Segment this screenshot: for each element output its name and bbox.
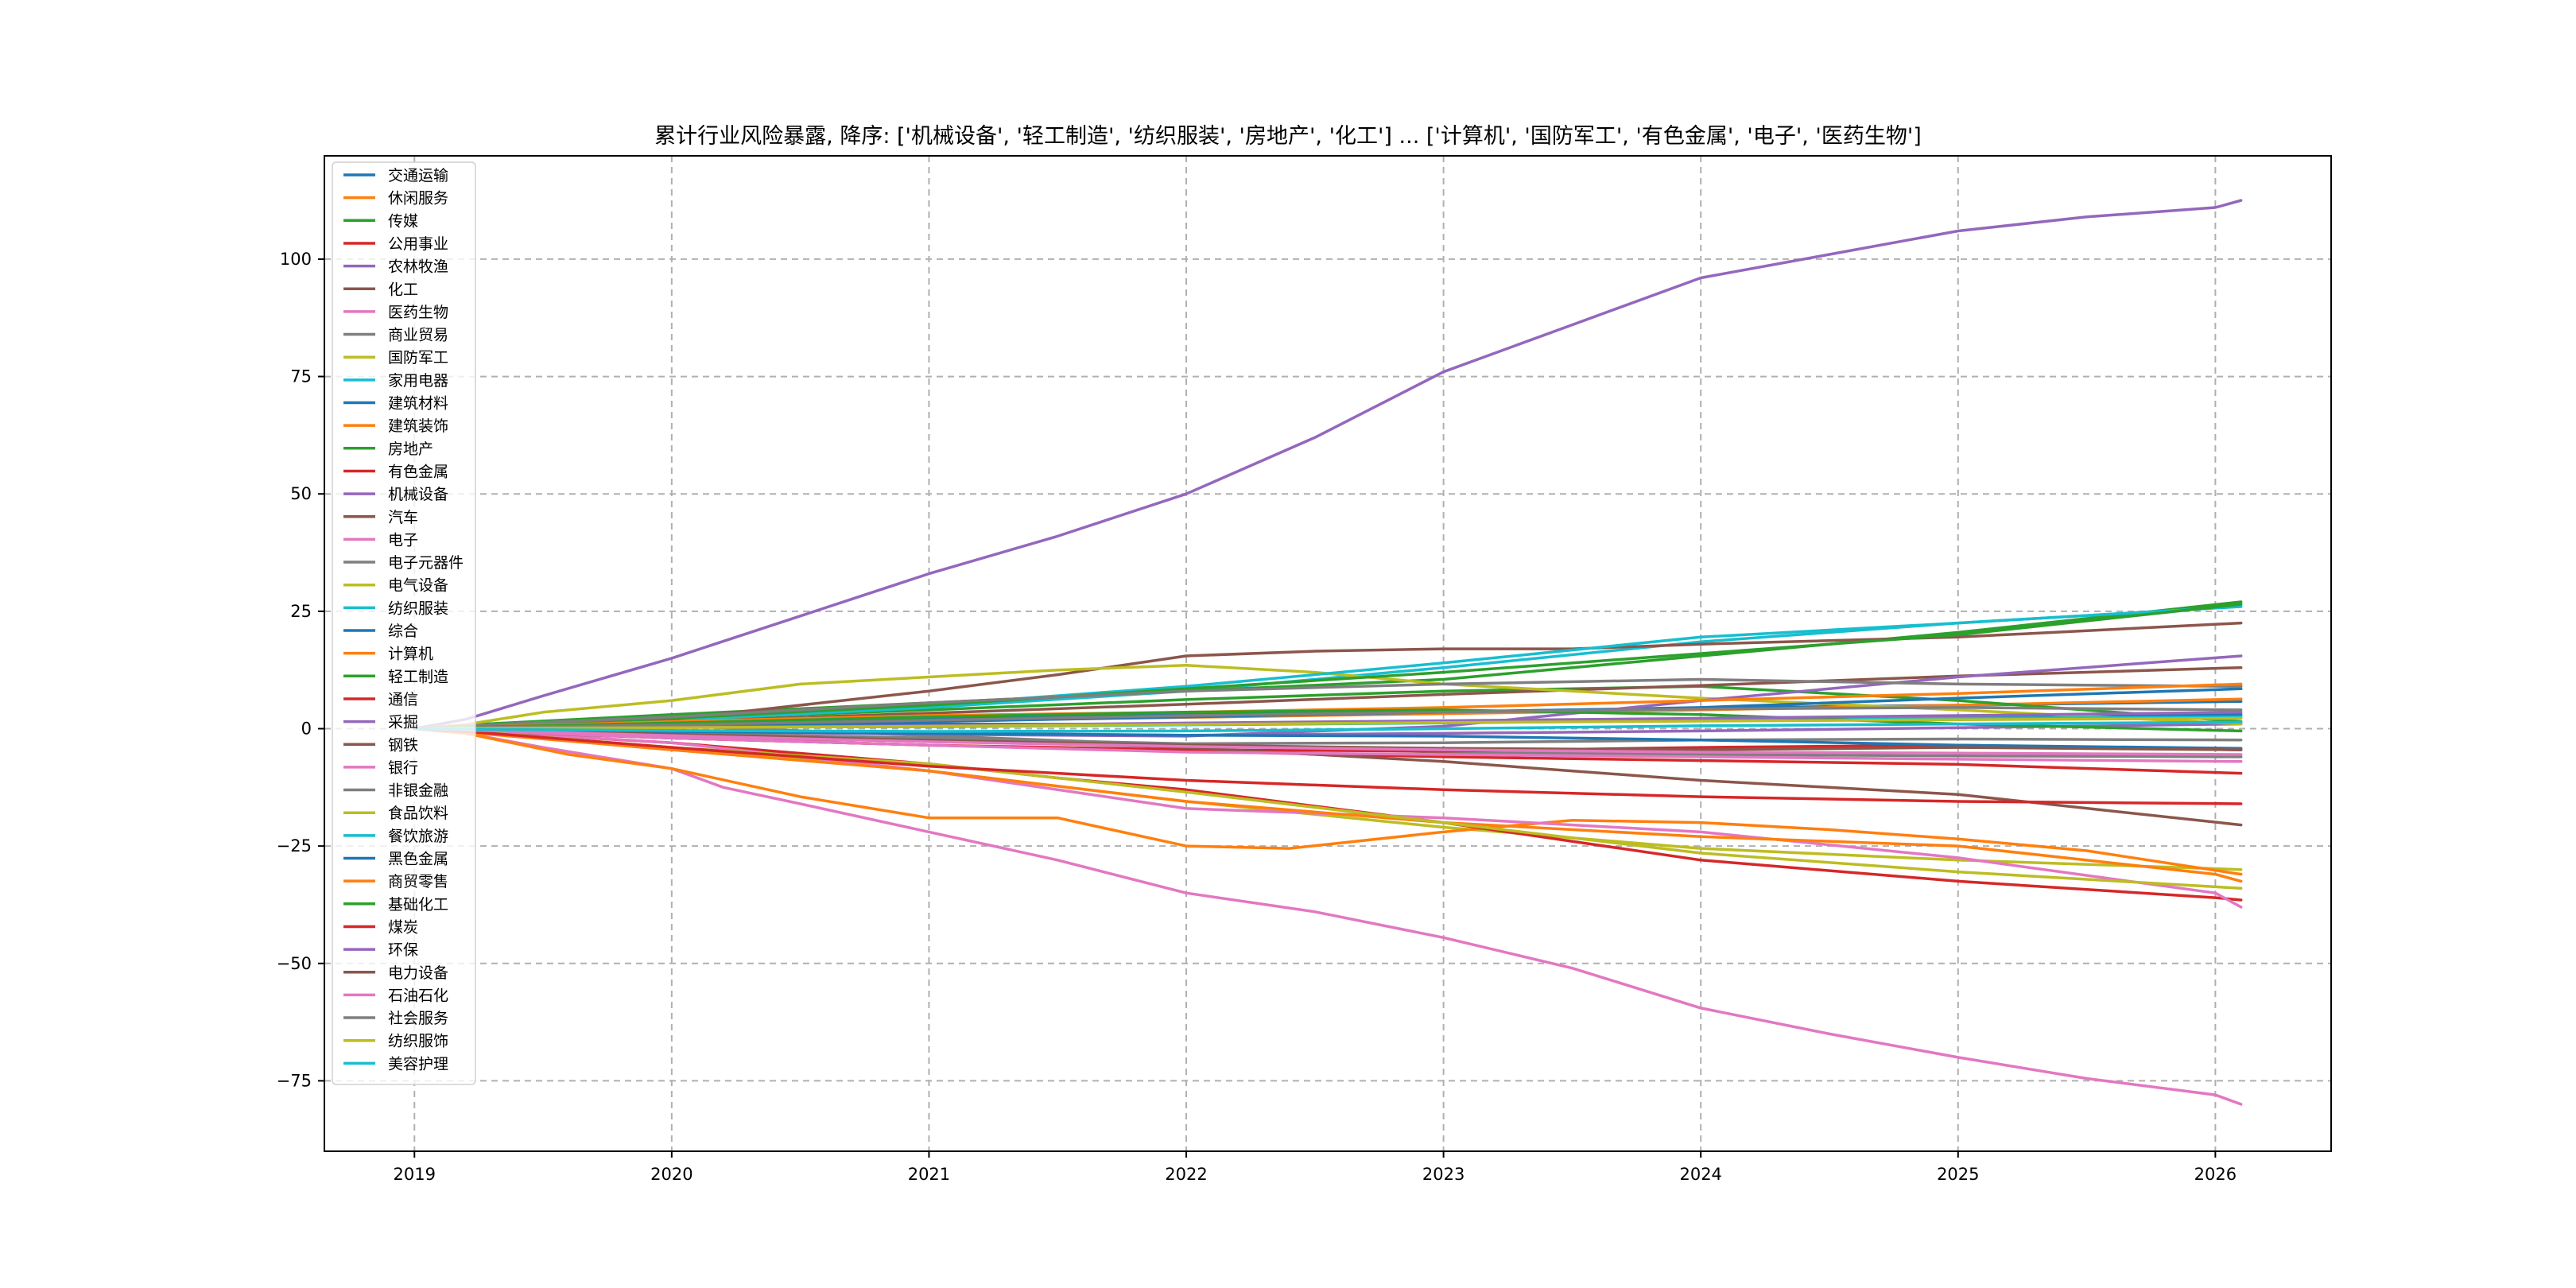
legend-label: 煤炭 — [388, 918, 418, 936]
y-tick-label: 50 — [290, 484, 312, 503]
y-tick-label: 75 — [290, 367, 312, 386]
tick-layer: 2019 2020 2021 2022 2023 2024 2025 2026 −75 −50 −2… — [277, 250, 2237, 1184]
y-tick-label: −50 — [277, 954, 312, 973]
plot-frame — [324, 155, 2332, 1152]
legend-label: 公用事业 — [388, 235, 448, 253]
legend-label: 环保 — [388, 941, 418, 959]
legend-label: 电气设备 — [388, 577, 448, 595]
chart-title: 累计行业风险暴露, 降序: ['机械设备', '轻工制造', '纺织服装', '… — [654, 124, 1922, 149]
legend-label: 采掘 — [388, 714, 418, 731]
legend-label: 社会服务 — [388, 1010, 448, 1027]
legend-box — [332, 161, 476, 1085]
y-tick-label: 0 — [301, 719, 312, 738]
y-tick-label: −75 — [277, 1071, 312, 1090]
series-line — [413, 664, 2243, 731]
legend-label: 农林牧渔 — [388, 258, 448, 276]
x-tick-label: 2024 — [1679, 1165, 1721, 1184]
legend-label: 纺织服装 — [388, 599, 448, 617]
legend-label: 食品饮料 — [388, 805, 448, 822]
y-tick-label: 100 — [280, 250, 312, 269]
legend-label: 餐饮旅游 — [388, 828, 448, 845]
legend-label: 建筑装饰 — [388, 417, 448, 435]
legend-label: 通信 — [388, 691, 418, 708]
legend-label: 休闲服务 — [388, 190, 448, 208]
grid-layer — [324, 156, 2331, 1151]
series-line — [413, 716, 2243, 731]
legend-label: 银行 — [388, 759, 418, 777]
y-tick-label: −25 — [277, 836, 312, 855]
legend-label: 钢铁 — [388, 736, 418, 754]
legend-label: 电子元器件 — [388, 554, 464, 572]
x-tick-label: 2026 — [2194, 1165, 2237, 1184]
legend-label: 商业贸易 — [388, 327, 448, 344]
x-tick-label: 2020 — [650, 1165, 692, 1184]
legend-label: 商贸零售 — [388, 873, 448, 890]
legend-label: 医药生物 — [388, 304, 448, 321]
x-tick-label: 2023 — [1422, 1165, 1465, 1184]
legend-label: 国防军工 — [388, 349, 448, 367]
legend-label: 传媒 — [388, 212, 418, 230]
legend-label: 黑色金属 — [388, 851, 448, 868]
x-tick-label: 2025 — [1937, 1165, 1979, 1184]
series-line — [413, 727, 2243, 883]
legend-label: 石油石化 — [388, 987, 448, 1004]
legend-label: 化工 — [388, 281, 418, 298]
series-line — [413, 199, 2243, 731]
legend-label: 电力设备 — [388, 964, 448, 982]
series-layer — [413, 199, 2243, 1106]
series-line — [413, 727, 2243, 756]
series-line — [413, 727, 2243, 876]
legend-label: 计算机 — [388, 646, 433, 663]
legend-label: 电子 — [388, 531, 418, 549]
legend: 交通运输休闲服务传媒公用事业农林牧渔化工医药生物商业贸易国防军工家用电器建筑材料… — [332, 161, 476, 1085]
x-tick-label: 2021 — [908, 1165, 950, 1184]
series-line — [413, 727, 2243, 805]
legend-label: 纺织服饰 — [388, 1033, 448, 1050]
legend-label: 家用电器 — [388, 372, 448, 390]
legend-label: 轻工制造 — [388, 668, 448, 685]
y-tick-label: 25 — [290, 602, 312, 621]
legend-label: 有色金属 — [388, 463, 448, 480]
x-tick-label: 2022 — [1165, 1165, 1207, 1184]
legend-label: 非银金融 — [388, 782, 448, 800]
legend-label: 交通运输 — [388, 167, 448, 184]
legend-label: 房地产 — [388, 440, 433, 458]
legend-label: 建筑材料 — [388, 395, 448, 413]
legend-label: 机械设备 — [388, 486, 448, 503]
legend-label: 美容护理 — [388, 1055, 448, 1073]
series-line — [413, 677, 2243, 731]
legend-label: 综合 — [388, 623, 418, 640]
x-tick-label: 2019 — [394, 1165, 436, 1184]
legend-label: 基础化工 — [388, 896, 448, 914]
legend-label: 汽车 — [388, 509, 418, 526]
series-line — [413, 720, 2243, 733]
